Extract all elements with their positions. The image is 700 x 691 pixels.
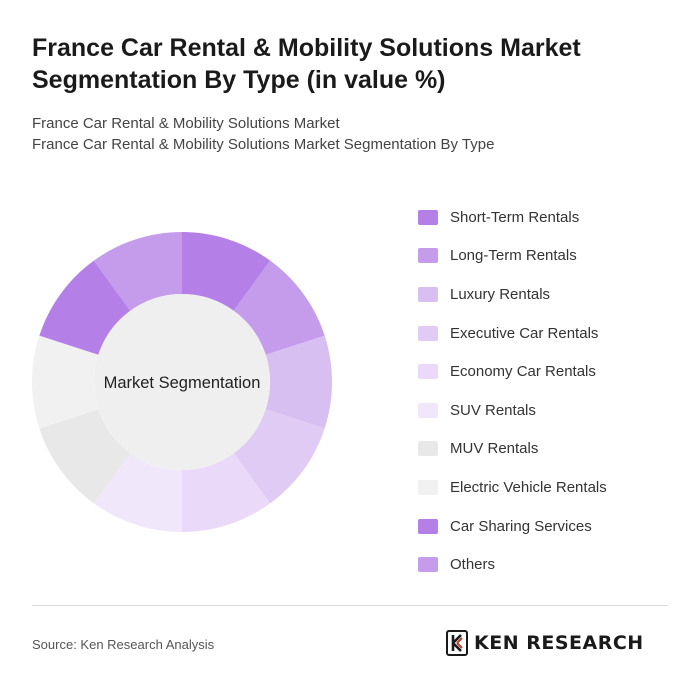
donut-slice-others (93, 232, 182, 311)
legend-label: Executive Car Rentals (450, 324, 599, 342)
donut-slice-economy-car-rentals (182, 453, 271, 532)
legend-swatch (418, 325, 438, 341)
chart-legend: Short-Term Rentals Long-Term Rentals Luxur… (418, 198, 688, 584)
legend-item-muv-rentals: MUV Rentals (418, 430, 688, 469)
legend-label: MUV Rentals (450, 440, 539, 458)
legend-item-long-term-rentals: Long-Term Rentals (418, 237, 688, 276)
legend-swatch (418, 209, 438, 225)
legend-label: Economy Car Rentals (450, 363, 596, 381)
donut-chart: Market Segmentation (31, 232, 332, 532)
footer-divider (32, 605, 668, 606)
chart-title: France Car Rental & Mobility Solutions M… (32, 34, 581, 94)
donut-slice-muv-rentals (39, 409, 131, 504)
legend-swatch (418, 402, 438, 418)
legend-swatch (418, 479, 438, 495)
donut-slice-short-term-rentals (182, 232, 271, 311)
legend-item-economy-car-rentals: Economy Car Rentals (418, 352, 688, 391)
legend-swatch (418, 518, 438, 534)
ken-research-logo-text: KEN RESEARCH (474, 632, 644, 654)
legend-label: Electric Vehicle Rentals (450, 478, 607, 496)
legend-swatch (418, 441, 438, 457)
legend-item-electric-vehicle-rentals: Electric Vehicle Rentals (418, 468, 688, 507)
donut-slice-executive-car-rentals (233, 409, 325, 504)
ken-research-logo-icon (446, 630, 468, 656)
subtitle-line-2: France Car Rental & Mobility Solutions M… (32, 136, 495, 153)
legend-item-suv-rentals: SUV Rentals (418, 391, 688, 430)
donut-slice-car-sharing-services (39, 260, 131, 355)
legend-label: Car Sharing Services (450, 517, 592, 535)
legend-item-short-term-rentals: Short-Term Rentals (418, 198, 688, 237)
ken-research-logo: KEN RESEARCH (446, 629, 644, 657)
chart-subtitle: France Car Rental & Mobility Solutions M… (32, 113, 672, 155)
legend-item-luxury-rentals: Luxury Rentals (418, 275, 688, 314)
donut-slice-luxury-rentals (265, 335, 332, 429)
donut-slice-suv-rentals (93, 453, 182, 532)
donut-slices (31, 232, 332, 532)
legend-label: Others (450, 556, 496, 574)
legend-swatch (418, 364, 438, 380)
legend-label: Long-Term Rentals (450, 247, 577, 265)
legend-item-executive-car-rentals: Executive Car Rentals (418, 314, 688, 353)
donut-slice-electric-vehicle-rentals (31, 335, 99, 429)
donut-center-label: Market Segmentation (104, 374, 261, 392)
legend-swatch (418, 286, 438, 302)
legend-swatch (418, 248, 438, 264)
legend-label: Short-Term Rentals (450, 208, 580, 226)
legend-label: SUV Rentals (450, 401, 536, 419)
donut-slice-long-term-rentals (233, 260, 325, 355)
donut-hole (94, 294, 270, 470)
source-note: Source: Ken Research Analysis (32, 637, 215, 652)
legend-item-car-sharing-services: Car Sharing Services (418, 507, 688, 546)
legend-label: Luxury Rentals (450, 285, 551, 303)
subtitle-line-1: France Car Rental & Mobility Solutions M… (32, 115, 340, 132)
legend-item-others: Others (418, 545, 688, 584)
legend-swatch (418, 557, 438, 573)
